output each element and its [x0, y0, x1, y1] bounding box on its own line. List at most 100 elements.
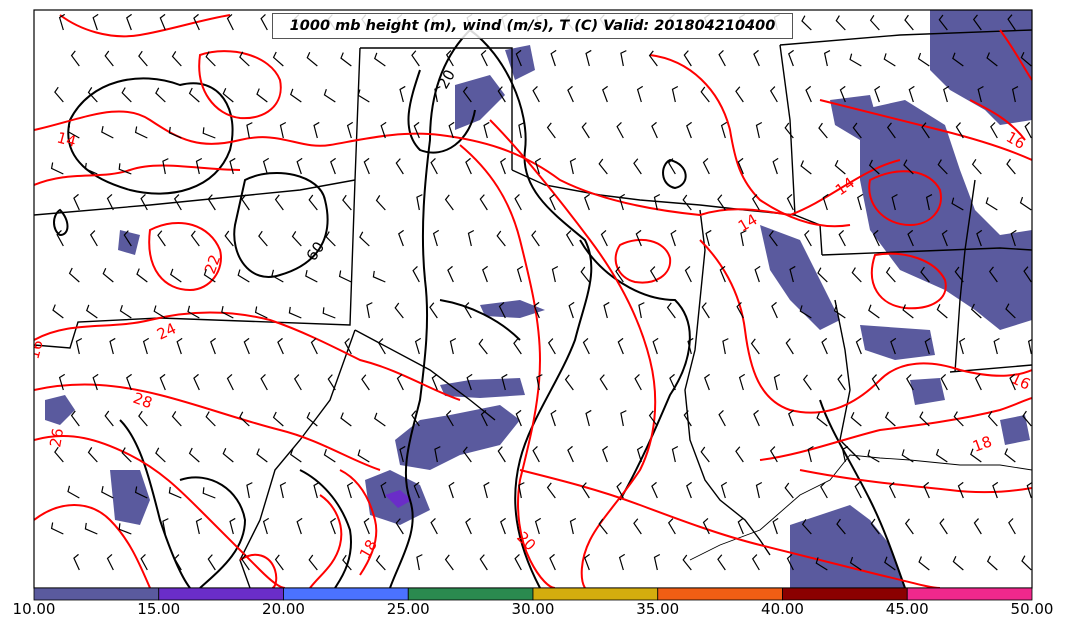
wind-barb: [883, 53, 896, 67]
wind-barb: [598, 518, 608, 535]
wind-barb: [271, 269, 284, 283]
wind-barb: [585, 49, 592, 67]
wind-barb: [104, 50, 114, 67]
wind-barb: [168, 486, 182, 499]
wind-barb: [399, 85, 406, 103]
wind-barb: [246, 122, 253, 139]
wind-barb: [411, 50, 420, 67]
wind-barb: [377, 338, 386, 355]
temperature-contours: [34, 14, 1032, 588]
wind-barb: [801, 518, 812, 535]
wind-barb: [330, 157, 336, 175]
wind-barb: [466, 373, 473, 391]
wind-barb: [202, 127, 216, 139]
wind-barb: [918, 556, 930, 571]
colorbar-tick-label: 10.00: [12, 600, 56, 618]
wind-barb: [479, 554, 488, 571]
wind-barb: [322, 307, 336, 319]
wind-barb: [226, 373, 234, 391]
wind-barb: [977, 85, 984, 103]
wind-barb: [740, 230, 747, 247]
wind-barb: [173, 194, 182, 211]
wind-barb: [738, 373, 746, 391]
wind-barb: [533, 301, 540, 319]
wind-barb: [772, 517, 779, 535]
wind-barb: [805, 85, 812, 103]
wind-barb: [702, 157, 710, 175]
wind-barb: [134, 126, 148, 139]
wind-barb: [617, 337, 624, 355]
wind-barb: [602, 85, 608, 103]
wind-barb: [903, 159, 914, 175]
wind-barb: [534, 157, 542, 175]
wind-barb: [634, 374, 642, 391]
wind-barb: [636, 85, 644, 103]
colorbar-segment: [407, 587, 534, 601]
wind-barb: [602, 445, 608, 463]
wind-barb: [54, 446, 64, 463]
wind-barb: [717, 194, 726, 211]
wind-barb: [1008, 518, 1016, 535]
wind-barb: [202, 487, 216, 499]
wind-barb: [411, 410, 420, 427]
wind-barb: [518, 482, 525, 499]
wind-barb: [274, 194, 284, 211]
wind-barb: [239, 411, 250, 427]
wind-barb: [327, 374, 336, 391]
wind-barb: [1005, 303, 1016, 319]
wind-barb: [839, 85, 846, 103]
wind-barb: [342, 194, 352, 211]
wind-barb: [974, 373, 982, 391]
wind-barb: [821, 337, 828, 355]
wind-barb: [514, 194, 522, 211]
wind-barb: [121, 87, 132, 103]
wind-barb: [868, 159, 880, 175]
wind-barb: [687, 337, 694, 355]
wind-barb: [869, 14, 880, 31]
wind-barb: [807, 445, 814, 463]
wind-barb: [565, 230, 574, 247]
wind-barb: [414, 337, 422, 355]
wind-barb: [140, 554, 148, 571]
wind-barb: [380, 481, 387, 499]
wind-barb: [985, 197, 998, 211]
wind-barb: [290, 448, 302, 463]
wind-barb: [75, 337, 83, 355]
wind-barb: [357, 449, 370, 463]
wind-barb: [346, 121, 354, 139]
wind-barb: [870, 518, 880, 535]
temperature-label: 18: [970, 432, 994, 455]
wind-barb: [784, 122, 794, 139]
wind-barb: [547, 338, 556, 355]
wind-barb: [136, 268, 148, 283]
wind-barb: [957, 481, 964, 499]
wind-barb: [987, 410, 998, 427]
wind-barb: [67, 485, 80, 499]
wind-barb: [246, 482, 253, 499]
wind-barb: [87, 87, 98, 103]
wind-barb: [375, 195, 386, 211]
wind-barb: [769, 446, 778, 463]
wind-barb: [277, 337, 284, 355]
wind-barb: [260, 14, 268, 31]
wind-barb: [737, 157, 744, 175]
wind-barb: [342, 554, 352, 571]
wind-barb: [413, 121, 420, 139]
wind-barb: [380, 121, 387, 139]
wind-barb: [138, 50, 148, 67]
wind-barb: [413, 481, 420, 499]
wind-barb: [620, 410, 627, 427]
wind-barb: [483, 481, 490, 499]
wind-barb: [262, 517, 270, 535]
wind-barb: [190, 230, 200, 247]
wind-barb: [546, 482, 556, 499]
wind-barb: [1004, 448, 1016, 463]
wind-barb: [52, 304, 64, 319]
wind-barb: [121, 447, 132, 463]
wind-barb: [919, 411, 930, 427]
wind-barb: [822, 193, 829, 211]
wind-barb: [753, 409, 760, 427]
wind-barb: [325, 231, 336, 247]
wind-barb: [874, 85, 881, 103]
wind-barb: [884, 411, 896, 427]
